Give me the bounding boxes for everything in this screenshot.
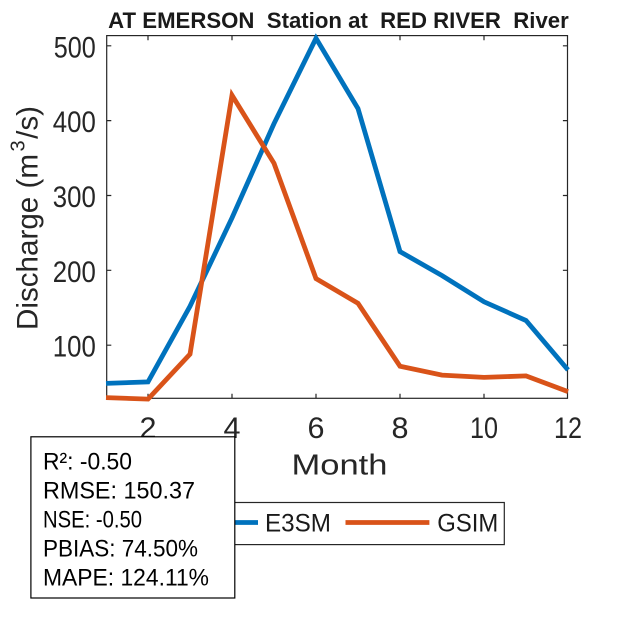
- svg-text:200: 200: [53, 256, 96, 289]
- svg-text:RMSE: 150.37: RMSE: 150.37: [43, 477, 195, 504]
- svg-text:100: 100: [53, 331, 96, 364]
- svg-text:300: 300: [53, 181, 96, 214]
- svg-text:400: 400: [53, 106, 96, 139]
- svg-text:12: 12: [554, 412, 582, 445]
- svg-text:E3SM: E3SM: [265, 509, 331, 537]
- svg-text:GSIM: GSIM: [437, 509, 498, 537]
- svg-text:6: 6: [308, 412, 325, 445]
- svg-text:NSE: -0.50: NSE: -0.50: [43, 507, 142, 534]
- svg-text:Discharge (m3/s): Discharge (m3/s): [8, 106, 45, 330]
- svg-text:R²: -0.50: R²: -0.50: [43, 449, 132, 476]
- svg-text:AT EMERSON Station at RED RI: AT EMERSON Station at RED RIVER River: [108, 8, 569, 33]
- svg-text:MAPE: 124.11%: MAPE: 124.11%: [43, 564, 209, 591]
- svg-text:Month: Month: [292, 449, 388, 481]
- svg-text:10: 10: [470, 412, 498, 445]
- svg-text:8: 8: [392, 412, 409, 445]
- svg-text:PBIAS: 74.50%: PBIAS: 74.50%: [43, 535, 198, 562]
- svg-text:500: 500: [54, 31, 96, 64]
